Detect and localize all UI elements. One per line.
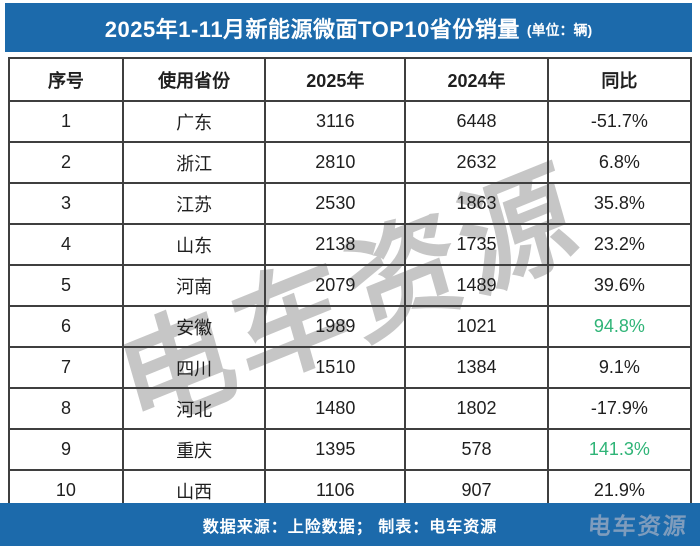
cell-2024: 1863 <box>404 182 549 225</box>
col-header-2024: 2024年 <box>404 57 549 102</box>
cell-yoy: -17.9% <box>546 387 693 430</box>
cell-2024: 578 <box>404 428 549 471</box>
cell-2025: 2079 <box>264 264 407 307</box>
cell-rank: 5 <box>8 264 124 307</box>
col-header-rank: 序号 <box>8 57 124 102</box>
cell-2025: 3116 <box>264 100 407 143</box>
cell-2024: 6448 <box>404 100 549 143</box>
cell-2024: 1802 <box>404 387 549 430</box>
cell-rank: 9 <box>8 428 124 471</box>
cell-yoy: 23.2% <box>546 223 693 266</box>
cell-2025: 1395 <box>264 428 407 471</box>
col-header-2025: 2025年 <box>264 57 407 102</box>
table-row: 6 安徽 1989 1021 94.8% <box>8 305 693 348</box>
yoy-value: -51.7% <box>590 111 648 131</box>
table-row: 2 浙江 2810 2632 6.8% <box>8 141 693 184</box>
cell-rank: 2 <box>8 141 124 184</box>
title-unit-label: (单位：辆) <box>526 21 593 38</box>
table-row: 4 山东 2138 1735 23.2% <box>8 223 693 266</box>
cell-province: 山东 <box>121 223 267 266</box>
table-row: 1 广东 3116 6448 -51.7% <box>8 100 693 143</box>
col-header-yoy: 同比 <box>546 57 693 102</box>
cell-2025: 2138 <box>264 223 407 266</box>
yoy-value: 141.3% <box>588 439 650 459</box>
yoy-value: -17.9% <box>590 398 648 418</box>
title-bar: 2025年1-11月新能源微面TOP10省份销量 (单位：辆) <box>5 3 692 52</box>
cell-yoy: -51.7% <box>546 100 693 143</box>
cell-2025: 1510 <box>264 346 407 389</box>
cell-2024: 1384 <box>404 346 549 389</box>
data-source-note: 数据来源：上险数据； 制表：电车资源 <box>202 518 498 536</box>
cell-province: 江苏 <box>121 182 267 225</box>
table-row: 8 河北 1480 1802 -17.9% <box>8 387 693 430</box>
cell-rank: 8 <box>8 387 124 430</box>
yoy-value: 94.8% <box>593 316 645 336</box>
cell-yoy: 35.8% <box>546 182 693 225</box>
yoy-value: 6.8% <box>598 152 640 172</box>
cell-rank: 1 <box>8 100 124 143</box>
footer-bar: 数据来源：上险数据； 制表：电车资源 电车资源 <box>0 503 700 546</box>
cell-2025: 1989 <box>264 305 407 348</box>
cell-2024: 1489 <box>404 264 549 307</box>
brand-logo: 电车资源 <box>586 513 689 539</box>
page-title: 2025年1-11月新能源微面TOP10省份销量 <box>104 16 520 42</box>
cell-province: 广东 <box>121 100 267 143</box>
cell-province: 浙江 <box>121 141 267 184</box>
cell-yoy: 94.8% <box>546 305 693 348</box>
cell-yoy: 6.8% <box>546 141 693 184</box>
cell-rank: 3 <box>8 182 124 225</box>
table-header-row: 序号 使用省份 2025年 2024年 同比 <box>8 57 693 102</box>
cell-2024: 1735 <box>404 223 549 266</box>
table-row: 9 重庆 1395 578 141.3% <box>8 428 693 471</box>
cell-province: 河北 <box>121 387 267 430</box>
cell-province: 河南 <box>121 264 267 307</box>
cell-2024: 1021 <box>404 305 549 348</box>
cell-2025: 2530 <box>264 182 407 225</box>
table-header: 序号 使用省份 2025年 2024年 同比 <box>8 57 693 102</box>
cell-yoy: 141.3% <box>546 428 693 471</box>
cell-yoy: 9.1% <box>546 346 693 389</box>
cell-2024: 2632 <box>404 141 549 184</box>
cell-2025: 1480 <box>264 387 407 430</box>
cell-2025: 2810 <box>264 141 407 184</box>
table-row: 3 江苏 2530 1863 35.8% <box>8 182 693 225</box>
col-header-province: 使用省份 <box>121 57 267 102</box>
cell-rank: 7 <box>8 346 124 389</box>
yoy-value: 21.9% <box>593 480 645 500</box>
cell-yoy: 39.6% <box>546 264 693 307</box>
table-row: 7 四川 1510 1384 9.1% <box>8 346 693 389</box>
cell-province: 安徽 <box>121 305 267 348</box>
cell-province: 重庆 <box>121 428 267 471</box>
table-row: 5 河南 2079 1489 39.6% <box>8 264 693 307</box>
cell-rank: 4 <box>8 223 124 266</box>
yoy-value: 9.1% <box>598 357 640 377</box>
table-body: 1 广东 3116 6448 -51.7% 2 浙江 2810 2632 6.8… <box>8 100 693 512</box>
sales-table: 序号 使用省份 2025年 2024年 同比 1 广东 3116 6448 -5… <box>8 57 693 512</box>
cell-rank: 6 <box>8 305 124 348</box>
yoy-value: 35.8% <box>593 193 645 213</box>
cell-province: 四川 <box>121 346 267 389</box>
yoy-value: 23.2% <box>593 234 645 254</box>
yoy-value: 39.6% <box>593 275 645 295</box>
